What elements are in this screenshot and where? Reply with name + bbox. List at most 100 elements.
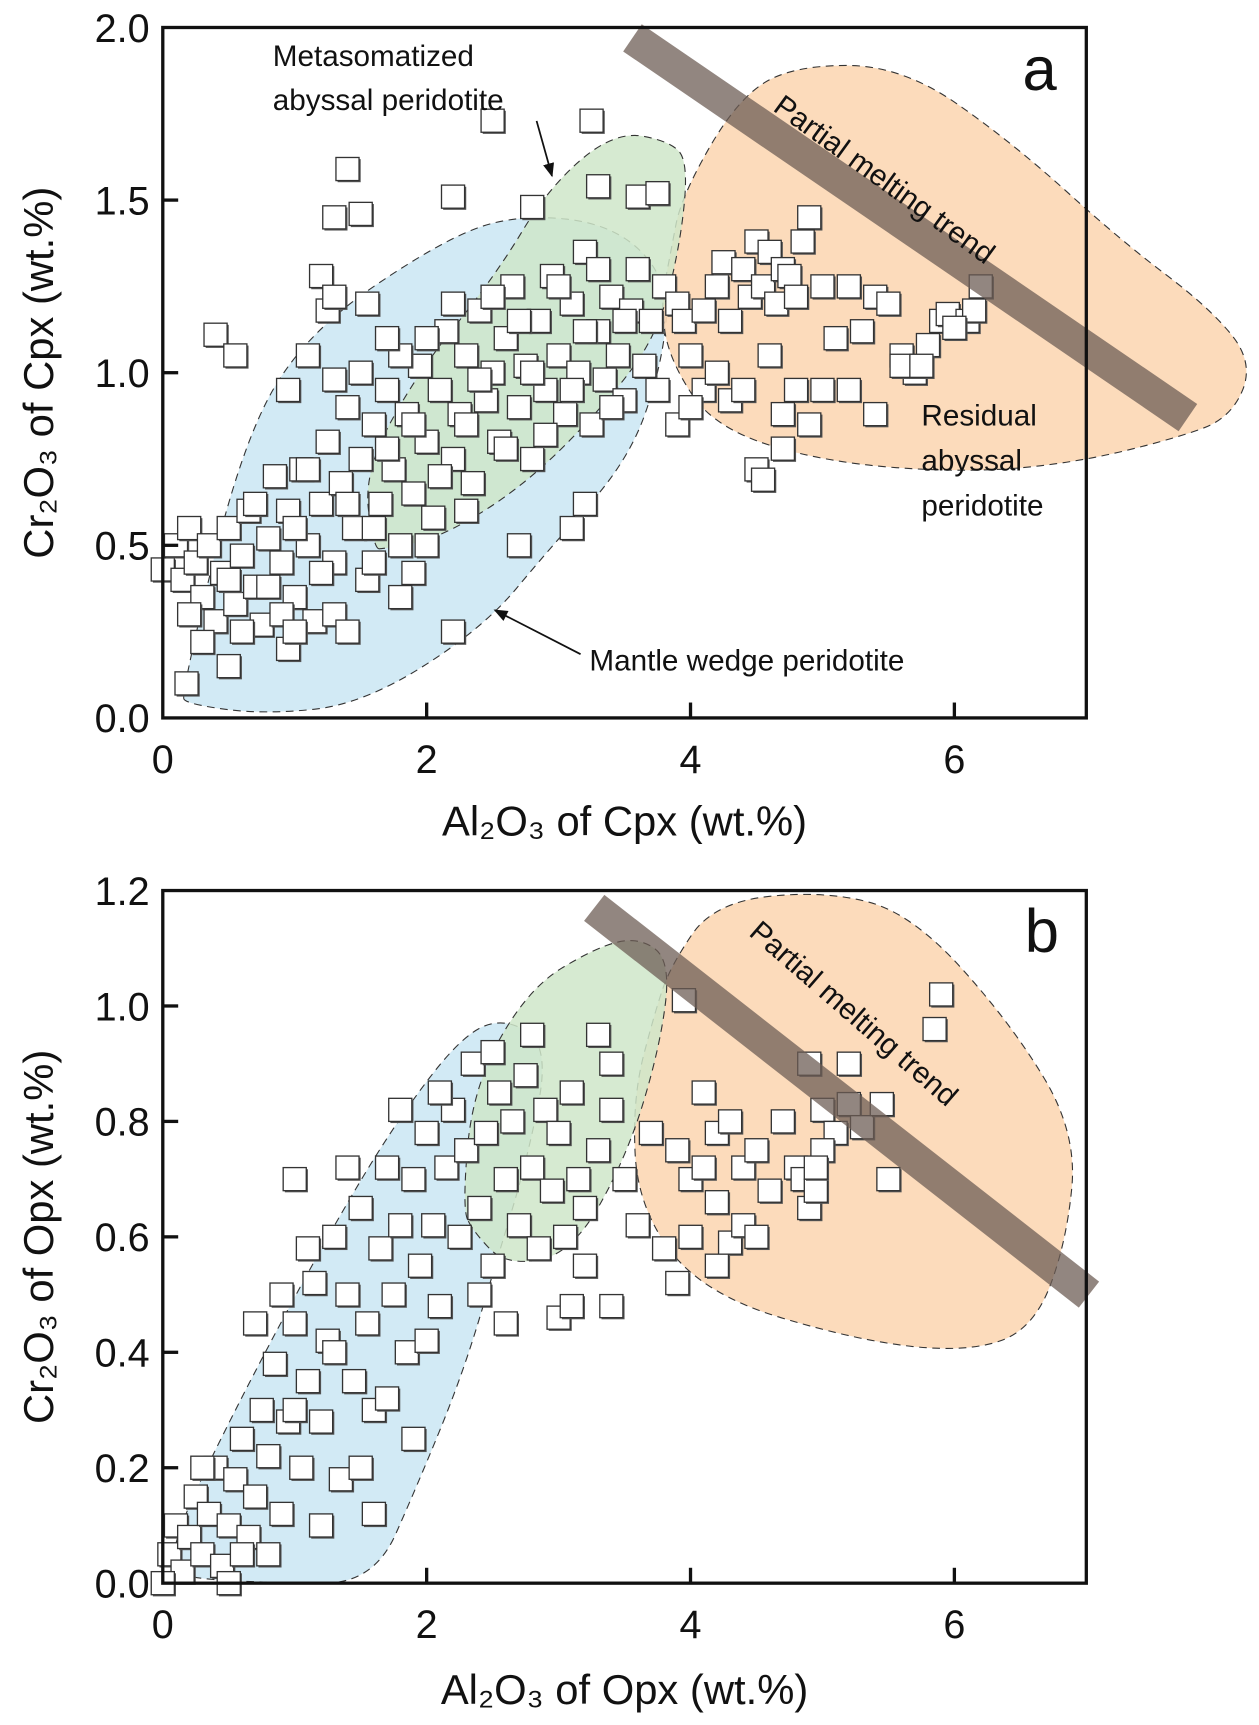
- data-point: [559, 515, 584, 541]
- data-point: [750, 467, 776, 492]
- y-tick-label: 0.6: [95, 1216, 150, 1260]
- data-point: [282, 619, 307, 644]
- data-point: [355, 291, 380, 316]
- data-point: [335, 1282, 360, 1307]
- data-point: [282, 1397, 307, 1423]
- points-a: [150, 108, 994, 697]
- data-point: [421, 1213, 446, 1238]
- data-point: [493, 436, 519, 461]
- data-point: [480, 108, 505, 133]
- data-point: [559, 377, 584, 403]
- trend-band-b: [584, 894, 1100, 1308]
- data-point: [572, 1253, 598, 1278]
- data-point: [454, 412, 479, 437]
- data-point: [665, 1270, 690, 1296]
- data-point: [388, 584, 413, 610]
- data-point: [414, 1120, 439, 1146]
- data-point: [388, 1097, 413, 1123]
- x-tick-label: 6: [943, 1603, 965, 1647]
- data-point: [282, 515, 307, 541]
- data-point: [599, 395, 624, 420]
- annotation-residual-1: Residual: [921, 399, 1036, 432]
- data-point: [407, 1253, 433, 1278]
- data-point: [632, 353, 657, 379]
- data-point: [506, 308, 532, 334]
- data-point: [335, 395, 360, 420]
- data-point: [454, 343, 479, 368]
- data-point: [374, 377, 400, 403]
- data-point: [592, 367, 617, 392]
- data-point: [645, 180, 670, 206]
- data-point: [566, 1166, 591, 1192]
- y-tick-label: 0.5: [95, 525, 150, 569]
- data-point: [909, 353, 934, 379]
- data-point: [704, 360, 730, 385]
- data-point: [678, 343, 703, 368]
- x-tick-label: 6: [943, 738, 965, 782]
- data-point: [803, 1155, 829, 1180]
- data-point: [546, 343, 571, 368]
- data-point: [401, 1426, 426, 1452]
- data-point: [269, 1282, 294, 1307]
- data-point: [256, 526, 281, 551]
- data-point: [546, 274, 571, 299]
- panel-b: 0 2 4 60.00.20.40.60.81.01.2 b Partial melt…: [15, 870, 1100, 1713]
- data-point: [256, 1542, 281, 1567]
- panel-a: 0 2 4 6 0.0 0.5 1.0 1.5 2.0 a Metasomatized abys…: [15, 7, 1247, 845]
- data-point: [262, 1351, 288, 1377]
- panel-label-a: a: [1023, 35, 1058, 104]
- data-point: [374, 1386, 400, 1411]
- data-point: [322, 1340, 347, 1365]
- data-point: [836, 377, 862, 403]
- data-point: [612, 1166, 637, 1192]
- data-point: [546, 1120, 571, 1146]
- data-point: [355, 1311, 380, 1336]
- data-point: [559, 1080, 584, 1105]
- data-point: [539, 1178, 565, 1203]
- data-point: [731, 377, 756, 403]
- data-point: [533, 422, 558, 448]
- data-point: [836, 274, 862, 299]
- x-tick-label: 0: [152, 738, 174, 782]
- data-point: [374, 1155, 400, 1180]
- y-tick-label: 1.0: [95, 985, 150, 1029]
- data-point: [803, 1178, 829, 1203]
- data-point: [174, 671, 199, 696]
- data-point: [757, 1178, 782, 1203]
- data-point: [572, 1195, 598, 1221]
- data-point: [915, 332, 941, 358]
- ticks-a: 0 2 4 6 0.0 0.5 1.0 1.5 2.0: [95, 7, 966, 782]
- data-point: [427, 1293, 453, 1319]
- data-point: [467, 1195, 492, 1221]
- data-point: [440, 619, 466, 644]
- data-point: [335, 491, 360, 517]
- data-point: [704, 1190, 730, 1215]
- data-point: [348, 1455, 373, 1480]
- data-point: [368, 491, 393, 517]
- data-point: [308, 491, 334, 517]
- data-point: [223, 1467, 248, 1492]
- y-axis-label-a: Cr₂O₃ of Cpx (wt.%): [15, 187, 62, 559]
- data-point: [585, 256, 611, 282]
- data-point: [744, 1224, 769, 1250]
- data-point: [176, 515, 202, 541]
- data-point: [552, 1224, 578, 1250]
- data-point: [717, 308, 743, 334]
- data-point: [242, 491, 268, 517]
- data-point: [810, 377, 835, 403]
- data-point: [797, 205, 822, 230]
- y-tick-label: 0.0: [95, 1562, 150, 1606]
- data-point: [493, 1166, 519, 1192]
- data-point: [467, 367, 492, 392]
- data-point: [427, 1080, 453, 1105]
- data-point: [295, 457, 321, 482]
- data-point: [381, 1282, 406, 1307]
- x-axis-label-b: Al₂O₃ of Opx (wt.%): [441, 1666, 808, 1713]
- data-point: [790, 229, 815, 254]
- data-point: [942, 315, 967, 341]
- data-point: [427, 464, 453, 489]
- partial-melting-trend-band: [584, 894, 1100, 1308]
- data-point: [480, 1253, 505, 1278]
- data-point: [552, 401, 578, 427]
